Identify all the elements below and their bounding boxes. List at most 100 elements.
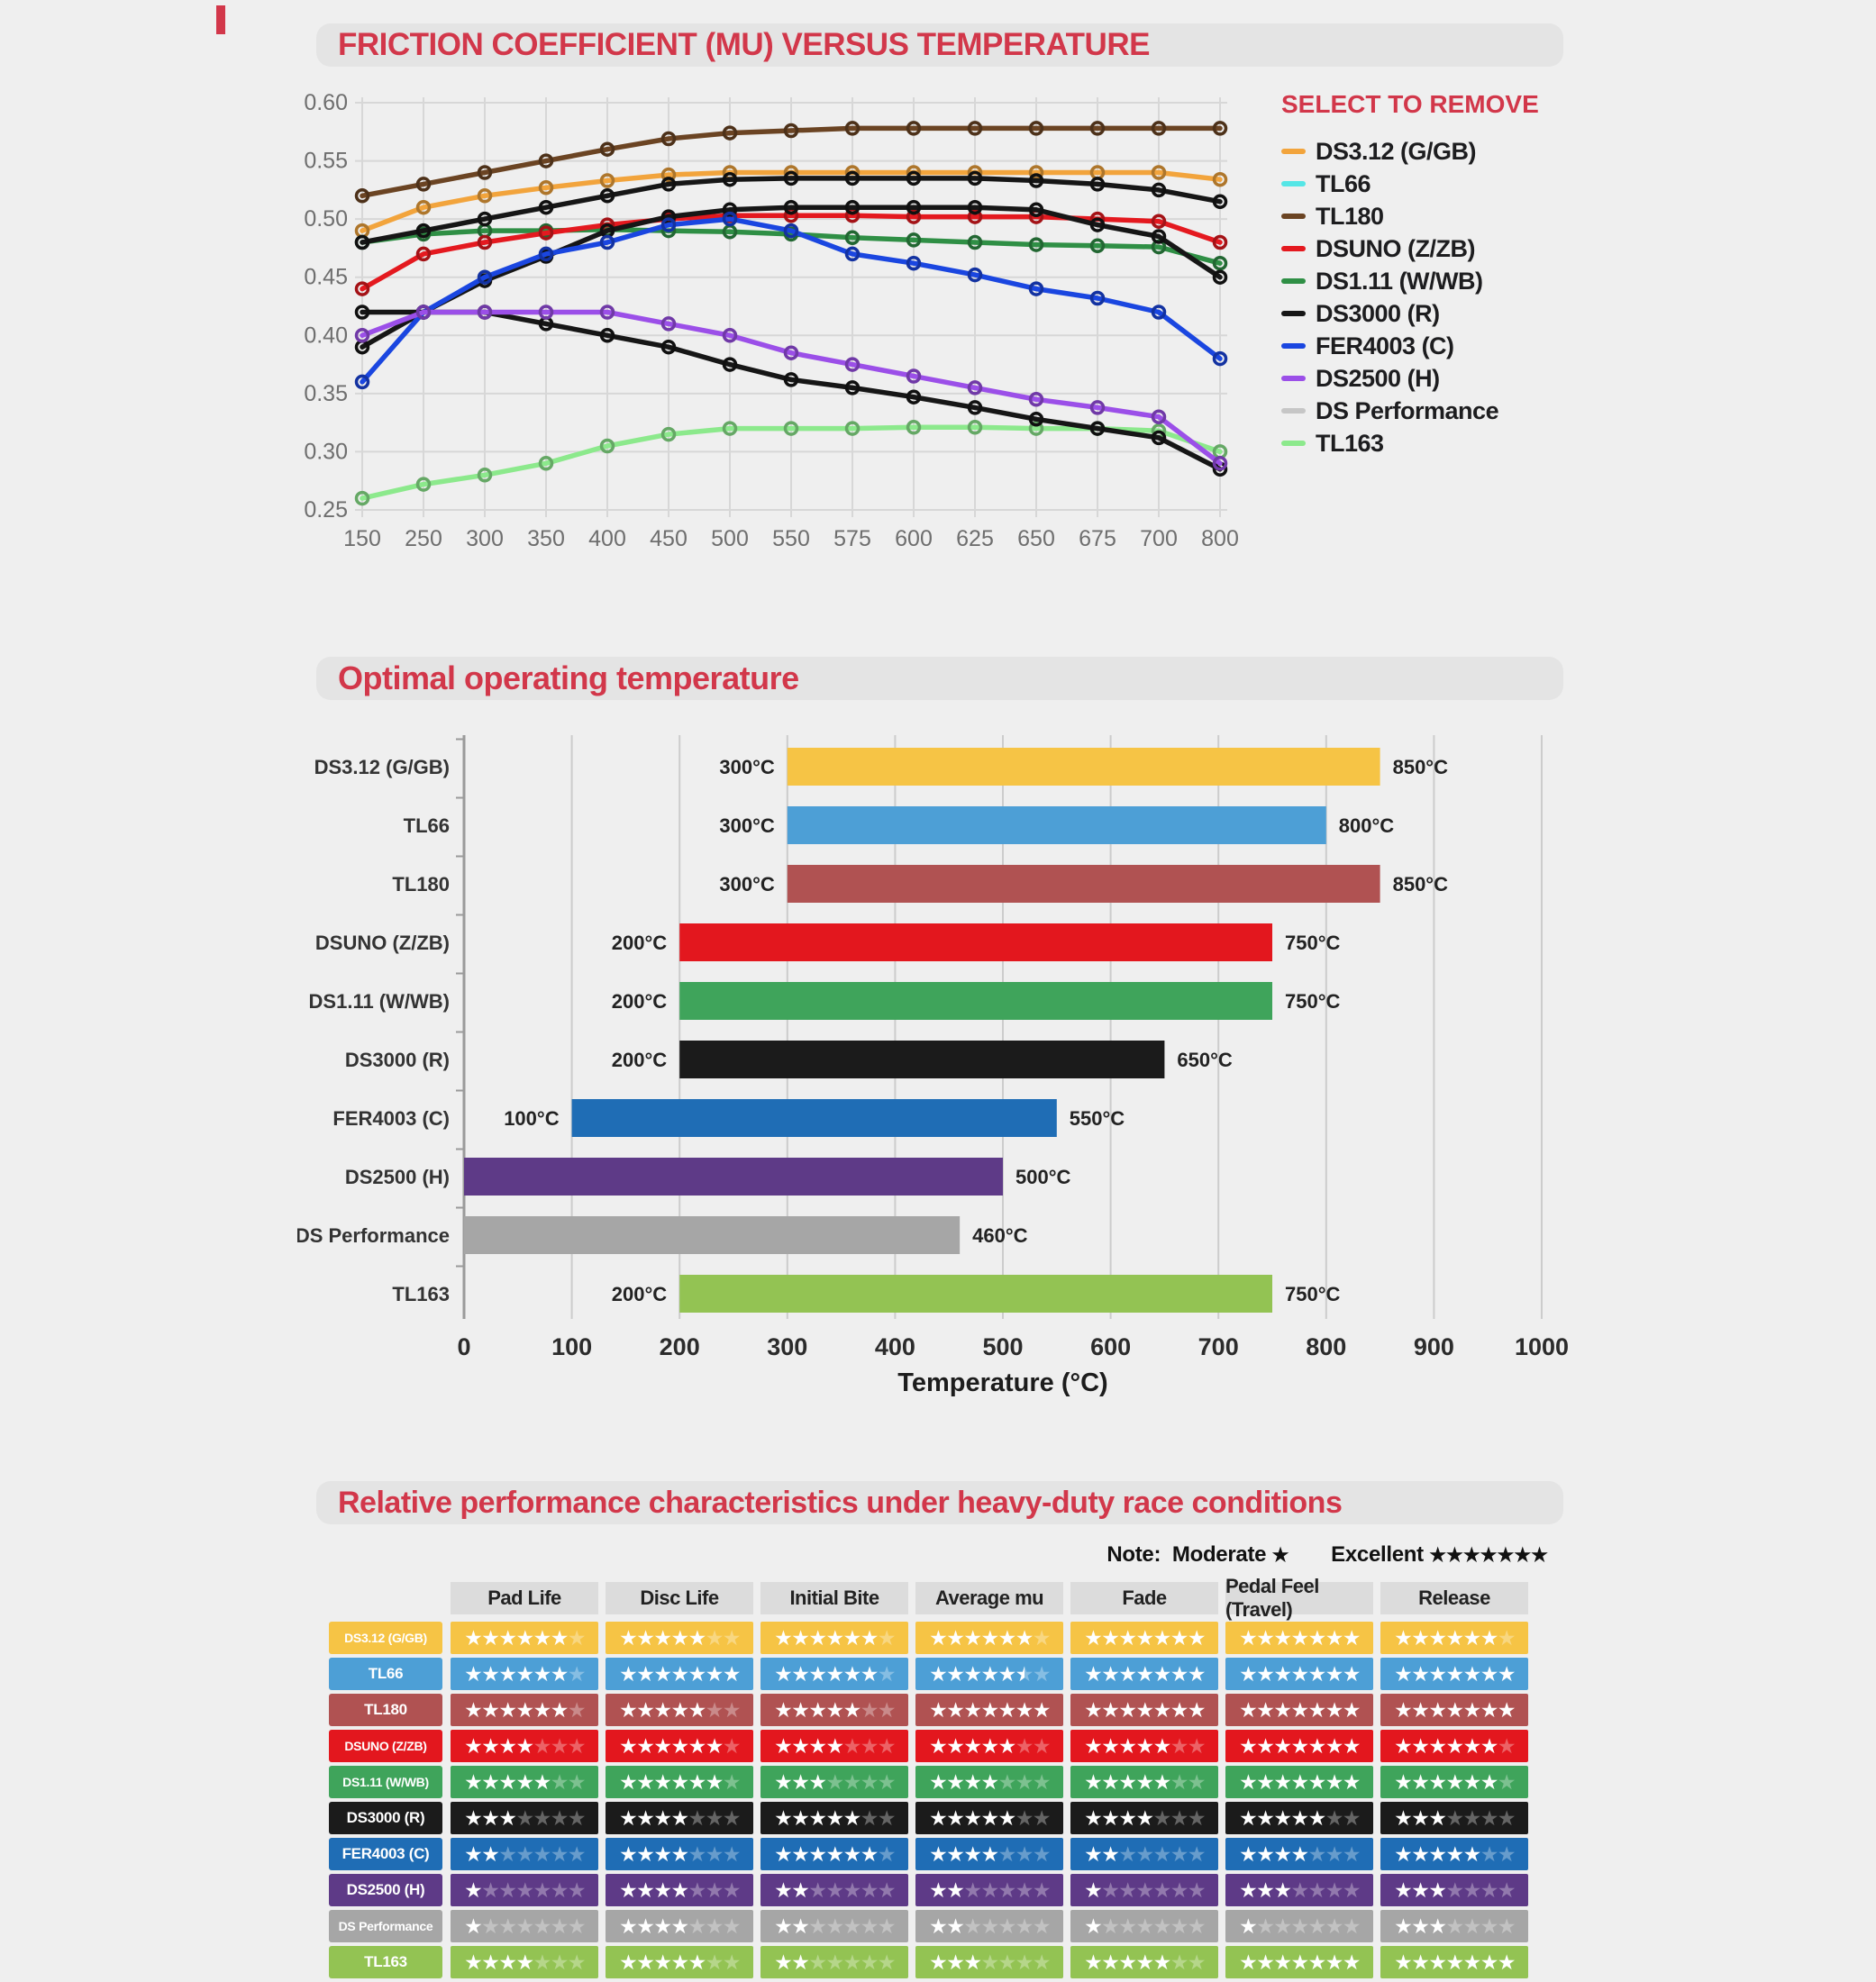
rating-cell: ★ ★ ★ ★ ★ ★ ★: [1070, 1622, 1218, 1654]
rating-cell: ★ ★ ★ ★ ★ ★ ★: [915, 1874, 1063, 1906]
star-empty-icon: ★: [1307, 1914, 1327, 1938]
legend-item-label: DSUNO (Z/ZB): [1316, 234, 1475, 262]
star-empty-icon: ★: [550, 1770, 569, 1794]
data-point-marker: [1212, 194, 1228, 210]
star-filled-icon: ★: [980, 1734, 999, 1758]
data-point-marker: [722, 357, 738, 372]
data-point-marker: [1212, 171, 1228, 187]
star-empty-icon: ★: [533, 1878, 552, 1902]
performance-ratings-table: Pad Life Disc Life Initial Bite Average mu F…: [315, 1575, 1568, 1978]
star-filled-icon: ★: [1445, 1950, 1464, 1974]
star-filled-icon: ★: [653, 1950, 672, 1974]
x-tick-label: 500: [711, 526, 749, 551]
data-point-marker: [1089, 421, 1106, 436]
star-filled-icon: ★: [1342, 1662, 1361, 1686]
star-filled-icon: ★: [1428, 1770, 1447, 1794]
y-tick-label: 0.40: [304, 323, 348, 348]
star-empty-icon: ★: [1152, 1878, 1172, 1902]
legend-item-DS3000 (R)[interactable]: DS3000 (R): [1281, 297, 1606, 330]
legend-item-DS3.12 (G/GB)[interactable]: DS3.12 (G/GB): [1281, 135, 1606, 168]
star-empty-icon: ★: [980, 1878, 999, 1902]
star-filled-icon: ★: [1290, 1662, 1309, 1686]
legend-item-FER4003 (C)[interactable]: FER4003 (C): [1281, 330, 1606, 362]
rating-cell: ★ ★ ★ ★ ★ ★ ★: [1070, 1730, 1218, 1762]
excellent-stars: ★★★★★★★: [1429, 1545, 1548, 1566]
legend-item-TL163[interactable]: TL163: [1281, 427, 1606, 459]
star-filled-icon: ★: [1084, 1770, 1103, 1794]
star-filled-icon: ★: [1290, 1806, 1309, 1830]
star-filled-icon: ★: [1135, 1662, 1154, 1686]
star-empty-icon: ★: [567, 1842, 587, 1866]
star-filled-icon: ★: [1342, 1950, 1361, 1974]
star-empty-icon: ★: [1462, 1878, 1482, 1902]
star-empty-icon: ★: [533, 1950, 552, 1974]
star-empty-icon: ★: [1032, 1878, 1052, 1902]
data-point-marker: [1028, 121, 1044, 136]
legend-item-DSUNO (Z/ZB)[interactable]: DSUNO (Z/ZB): [1281, 232, 1606, 265]
star-filled-icon: ★: [515, 1662, 534, 1686]
star-filled-icon: ★: [515, 1950, 534, 1974]
star-filled-icon: ★: [808, 1626, 827, 1650]
performance-table-title-box: Relative performance characteristics und…: [316, 1481, 1563, 1524]
y-tick-label: 0.50: [304, 206, 348, 232]
star-filled-icon: ★: [1256, 1626, 1275, 1650]
legend-swatch-icon: [1281, 246, 1306, 251]
bar-category-label: DS3.12 (G/GB): [314, 756, 450, 778]
star-empty-icon: ★: [1032, 1770, 1052, 1794]
star-empty-icon: ★: [1187, 1734, 1207, 1758]
star-empty-icon: ★: [1290, 1914, 1309, 1938]
data-point-marker: [1089, 290, 1106, 306]
data-point-marker: [1028, 237, 1044, 252]
star-filled-icon: ★: [1325, 1950, 1344, 1974]
star-filled-icon: ★: [1394, 1842, 1413, 1866]
star-filled-icon: ★: [1273, 1878, 1292, 1902]
legend-item-DS1.11 (W/WB)[interactable]: DS1.11 (W/WB): [1281, 265, 1606, 297]
legend-item-TL66[interactable]: TL66: [1281, 168, 1606, 200]
x-tick-label: 300: [466, 526, 504, 551]
bar-category-label: DS3000 (R): [345, 1049, 450, 1071]
star-filled-icon: ★: [1273, 1662, 1292, 1686]
star-filled-icon: ★: [515, 1698, 534, 1722]
star-filled-icon: ★: [1394, 1626, 1413, 1650]
legend-swatch-icon: [1281, 408, 1306, 414]
star-empty-icon: ★: [550, 1914, 569, 1938]
data-point-marker: [722, 211, 738, 227]
star-filled-icon: ★: [1497, 1698, 1516, 1722]
column-header-Fade: Fade: [1070, 1582, 1218, 1614]
star-empty-icon: ★: [1118, 1914, 1137, 1938]
rating-cell: ★ ★ ★ ★ ★ ★ ★: [1380, 1802, 1528, 1834]
star-empty-icon: ★: [842, 1914, 862, 1938]
star-empty-icon: ★: [877, 1950, 897, 1974]
bar-start-label: 200°C: [612, 1049, 668, 1071]
rating-cell: ★ ★ ★ ★ ★ ★ ★: [1225, 1622, 1373, 1654]
star-filled-icon: ★: [1152, 1734, 1172, 1758]
bar-start-label: 200°C: [612, 932, 668, 954]
bar-end-label: 650°C: [1177, 1049, 1233, 1071]
star-empty-icon: ★: [481, 1878, 500, 1902]
line-series-TL180: [354, 121, 1228, 204]
star-filled-icon: ★: [1152, 1770, 1172, 1794]
star-filled-icon: ★: [946, 1734, 965, 1758]
data-point-marker: [538, 305, 554, 320]
star-filled-icon: ★: [1480, 1626, 1499, 1650]
legend-item-DS2500 (H)[interactable]: DS2500 (H): [1281, 362, 1606, 395]
star-filled-icon: ★: [929, 1698, 948, 1722]
rating-cell: ★ ★ ★ ★ ★ ★ ★: [915, 1910, 1063, 1942]
rating-scale-note: Note: Moderate ★ Excellent ★★★★★★★: [315, 1542, 1548, 1568]
x-tick-label: 700: [1198, 1333, 1239, 1360]
star-empty-icon: ★: [1101, 1878, 1120, 1902]
star-empty-icon: ★: [808, 1878, 827, 1902]
star-filled-icon: ★: [1084, 1626, 1103, 1650]
data-point-marker: [538, 180, 554, 195]
operating-temp-title-box: Optimal operating temperature: [316, 657, 1563, 700]
star-filled-icon: ★: [1170, 1698, 1189, 1722]
operating-temp-bar-chart: 0 100 200 300 400 500 600 700 800 900 1000 DS3.12 (…: [297, 735, 1569, 1397]
row-label-TL66: TL66: [329, 1658, 442, 1690]
y-tick-label: 0.35: [304, 381, 348, 406]
legend-item-TL180[interactable]: TL180: [1281, 200, 1606, 232]
star-filled-icon: ★: [1411, 1734, 1430, 1758]
legend-item-DS Performance[interactable]: DS Performance: [1281, 395, 1606, 427]
star-empty-icon: ★: [877, 1734, 897, 1758]
star-filled-icon: ★: [929, 1734, 948, 1758]
bar-end-label: 750°C: [1285, 932, 1341, 954]
